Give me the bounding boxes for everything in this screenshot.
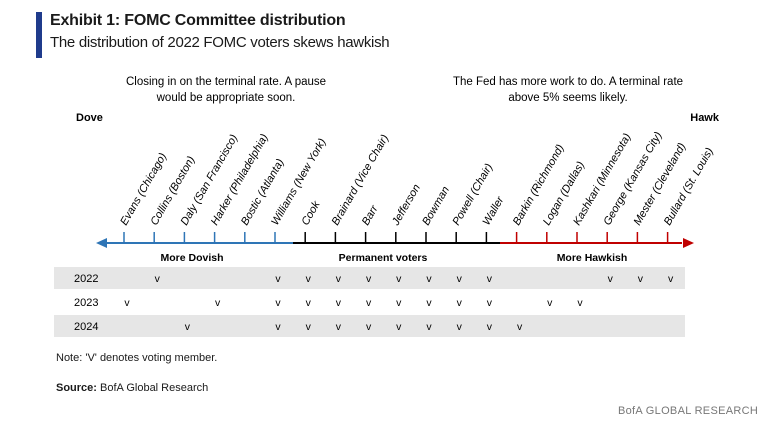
member-name: Brainard (Vice Chair) bbox=[330, 132, 392, 227]
voting-row-band bbox=[54, 315, 685, 337]
member-name: Barr bbox=[360, 202, 381, 227]
member-name: Waller bbox=[481, 194, 508, 228]
voting-mark: v bbox=[124, 297, 130, 309]
voting-mark: v bbox=[517, 321, 523, 333]
source-label: Source: bbox=[56, 382, 97, 394]
hawkish-annotation-line1: The Fed has more work to do. A terminal … bbox=[453, 76, 683, 88]
dove-end-label: Dove bbox=[76, 112, 103, 124]
voting-row-band bbox=[54, 267, 685, 289]
permanent-voters-label: Permanent voters bbox=[339, 252, 428, 264]
dove-arrowhead bbox=[96, 238, 107, 248]
voting-mark: v bbox=[426, 273, 432, 285]
voting-mark: v bbox=[336, 273, 342, 285]
voting-row-band bbox=[54, 291, 685, 313]
voting-mark: v bbox=[668, 273, 674, 285]
member-name: Williams (New York) bbox=[269, 136, 329, 227]
voting-mark: v bbox=[487, 321, 493, 333]
more-dovish-label: More Dovish bbox=[160, 252, 223, 264]
voting-mark: v bbox=[457, 273, 463, 285]
spectrum-axis bbox=[96, 238, 694, 248]
voting-mark: v bbox=[547, 297, 553, 309]
hawk-end-label: Hawk bbox=[690, 112, 720, 124]
exhibit-title: Exhibit 1: FOMC Committee distribution bbox=[50, 12, 346, 29]
voting-mark: v bbox=[366, 321, 372, 333]
voting-mark: v bbox=[306, 297, 312, 309]
voting-mark: v bbox=[306, 273, 312, 285]
voting-mark: v bbox=[215, 297, 221, 309]
voting-mark: v bbox=[366, 273, 372, 285]
member-name: Kashkari (Minnesota) bbox=[571, 131, 634, 227]
voting-mark: v bbox=[366, 297, 372, 309]
voting-mark: v bbox=[396, 321, 402, 333]
hawkish-annotation-line2: above 5% seems likely. bbox=[508, 92, 627, 104]
voting-year-label: 2022 bbox=[74, 273, 98, 285]
source-text: BofA Global Research bbox=[100, 382, 209, 394]
member-name: Bowman bbox=[420, 184, 452, 227]
member-name: Jefferson bbox=[390, 182, 424, 228]
voting-mark: v bbox=[336, 297, 342, 309]
accent-bar bbox=[36, 12, 42, 58]
dovish-annotation-line1: Closing in on the terminal rate. A pause bbox=[126, 76, 326, 88]
dovish-annotation-line2: would be appropriate soon. bbox=[156, 92, 296, 104]
voting-mark: v bbox=[457, 321, 463, 333]
footnote: Note: 'V' denotes voting member. bbox=[56, 352, 218, 364]
voting-mark: v bbox=[426, 297, 432, 309]
brand-watermark: BofA GLOBAL RESEARCH bbox=[618, 405, 759, 417]
voting-mark: v bbox=[487, 297, 493, 309]
voting-row-bands bbox=[54, 267, 685, 337]
voting-mark: v bbox=[426, 321, 432, 333]
member-name: Cook bbox=[299, 199, 322, 228]
voting-mark: v bbox=[608, 273, 614, 285]
voting-mark: v bbox=[336, 321, 342, 333]
voting-mark: v bbox=[275, 297, 281, 309]
voting-marks: v v v v v v v v v v v vv v v v v v v v v v v vv v v v v v v v v v bbox=[124, 273, 674, 333]
voting-year-label: 2024 bbox=[74, 321, 98, 333]
voting-mark: v bbox=[185, 321, 191, 333]
hawk-arrowhead bbox=[683, 238, 694, 248]
member-names: Evans (Chicago)Collins (Boston)Daly (San… bbox=[118, 130, 716, 229]
voting-mark: v bbox=[638, 273, 644, 285]
source-line: Source: BofA Global Research bbox=[56, 382, 208, 394]
member-name: Daly (San Francisco) bbox=[179, 132, 241, 227]
voting-mark: v bbox=[396, 297, 402, 309]
voting-mark: v bbox=[155, 273, 161, 285]
voting-mark: v bbox=[577, 297, 583, 309]
voting-mark: v bbox=[275, 273, 281, 285]
member-name: Harker (Philadelphia) bbox=[209, 132, 271, 228]
voting-mark: v bbox=[306, 321, 312, 333]
voting-mark: v bbox=[275, 321, 281, 333]
voting-year-labels: 2022 2023 2024 bbox=[74, 273, 98, 333]
voting-mark: v bbox=[457, 297, 463, 309]
exhibit-subtitle: The distribution of 2022 FOMC voters ske… bbox=[50, 34, 390, 51]
voting-year-label: 2023 bbox=[74, 297, 98, 309]
more-hawkish-label: More Hawkish bbox=[557, 252, 628, 264]
voting-mark: v bbox=[487, 273, 493, 285]
member-ticks bbox=[123, 232, 669, 243]
voting-mark: v bbox=[396, 273, 402, 285]
